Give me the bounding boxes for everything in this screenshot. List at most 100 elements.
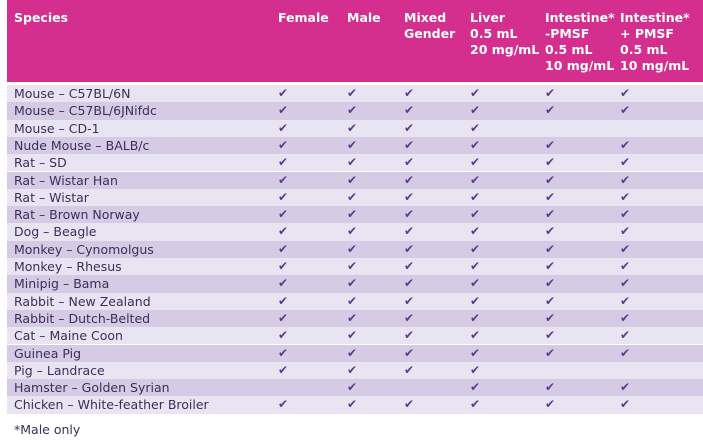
check-mark: ✔ — [545, 276, 556, 291]
check-mark: ✔ — [545, 328, 556, 343]
check-mark: ✔ — [278, 224, 289, 239]
check-mark: ✔ — [278, 345, 289, 360]
species-name: Monkey – Rhesus — [14, 259, 122, 274]
check-mark: ✔ — [278, 241, 289, 256]
check-mark: ✔ — [545, 293, 556, 308]
table-header — [7, 0, 703, 82]
species-name: Mouse – C57BL/6N — [14, 86, 131, 101]
check-mark: ✔ — [545, 86, 556, 100]
check-mark: ✔ — [278, 397, 289, 412]
species-name: Rat – Brown Norway — [14, 207, 140, 223]
header-cell: Female — [278, 10, 329, 26]
check-mark: ✔ — [347, 362, 358, 377]
check-mark: ✔ — [470, 259, 481, 273]
check-mark: ✔ — [347, 172, 358, 187]
header-line: 10 mg/mL — [545, 58, 615, 73]
check-mark: ✔ — [347, 207, 358, 222]
table-row: Rat – Brown Norway ✔ ✔ ✔ ✔ ✔ ✔ — [7, 206, 703, 224]
check-mark: ✔ — [278, 155, 289, 170]
check-mark: ✔ — [545, 137, 556, 152]
check-mark: ✔ — [404, 362, 415, 377]
check-mark: ✔ — [620, 86, 631, 100]
header-line: Intestine* — [620, 10, 690, 25]
check-mark: ✔ — [545, 207, 556, 222]
species-name: Mouse – C57BL/6JNifdc — [14, 103, 157, 119]
table-row: Rat – Wistar ✔ ✔ ✔ ✔ ✔ ✔ — [7, 188, 703, 207]
check-mark: ✔ — [404, 155, 415, 170]
check-mark: ✔ — [545, 310, 556, 325]
check-mark: ✔ — [347, 259, 358, 273]
check-mark: ✔ — [404, 293, 415, 308]
header-line: 0.5 mL — [545, 42, 593, 57]
check-mark: ✔ — [545, 397, 556, 412]
check-mark: ✔ — [347, 120, 358, 135]
check-mark: ✔ — [278, 172, 289, 187]
header-line: Female — [278, 10, 329, 25]
check-mark: ✔ — [620, 259, 631, 273]
table-row: Monkey – Rhesus ✔ ✔ ✔ ✔ ✔ ✔ — [7, 258, 703, 276]
check-mark: ✔ — [404, 345, 415, 360]
header-line: Gender — [404, 26, 456, 41]
check-mark: ✔ — [404, 259, 415, 273]
check-mark: ✔ — [404, 328, 415, 343]
header-cell: Species — [14, 10, 68, 26]
check-mark: ✔ — [470, 172, 481, 187]
header-line: Liver — [470, 10, 506, 25]
header-line: Male — [347, 10, 381, 25]
check-mark: ✔ — [404, 241, 415, 256]
table-row: Rat – Wistar Han ✔ ✔ ✔ ✔ ✔ ✔ — [7, 171, 703, 189]
check-mark: ✔ — [470, 380, 481, 395]
check-mark: ✔ — [347, 155, 358, 170]
check-mark: ✔ — [545, 345, 556, 360]
check-mark: ✔ — [620, 380, 631, 395]
species-name: Mouse – CD-1 — [14, 120, 100, 136]
check-mark: ✔ — [278, 189, 289, 204]
header-line: 0.5 mL — [470, 26, 518, 41]
check-mark: ✔ — [545, 155, 556, 170]
check-mark: ✔ — [470, 276, 481, 291]
check-mark: ✔ — [470, 120, 481, 135]
check-mark: ✔ — [278, 259, 289, 273]
check-mark: ✔ — [404, 172, 415, 187]
check-mark: ✔ — [620, 137, 631, 152]
check-mark: ✔ — [620, 224, 631, 239]
check-mark: ✔ — [347, 241, 358, 256]
species-name: Rat – SD — [14, 155, 67, 171]
check-mark: ✔ — [278, 120, 289, 135]
check-mark: ✔ — [278, 103, 289, 118]
check-mark: ✔ — [470, 397, 481, 412]
species-name: Rat – Wistar Han — [14, 172, 118, 188]
check-mark: ✔ — [404, 137, 415, 152]
species-name: Monkey – Cynomolgus — [14, 241, 154, 257]
check-mark: ✔ — [470, 155, 481, 170]
table-row: Rabbit – New Zealand ✔ ✔ ✔ ✔ ✔ ✔ — [7, 292, 703, 310]
check-mark: ✔ — [347, 103, 358, 118]
species-name: Nude Mouse – BALB/c — [14, 137, 150, 153]
check-mark: ✔ — [347, 380, 358, 395]
check-mark: ✔ — [404, 103, 415, 118]
check-mark: ✔ — [347, 345, 358, 360]
header-line: -PMSF — [545, 26, 590, 41]
header-line: Species — [14, 10, 69, 25]
check-mark: ✔ — [620, 276, 631, 291]
check-mark: ✔ — [470, 137, 481, 152]
header-cell: Intestine* + PMSF 0.5 mL 10 mg/mL — [620, 10, 690, 74]
check-mark: ✔ — [620, 103, 631, 118]
check-mark: ✔ — [470, 310, 481, 325]
check-mark: ✔ — [278, 310, 289, 325]
header-line: 20 mg/mL — [470, 42, 540, 57]
check-mark: ✔ — [470, 328, 481, 343]
check-mark: ✔ — [470, 241, 481, 256]
check-mark: ✔ — [278, 276, 289, 291]
check-mark: ✔ — [545, 172, 556, 187]
check-mark: ✔ — [470, 207, 481, 222]
header-cell: Intestine* -PMSF 0.5 mL 10 mg/mL — [545, 10, 615, 74]
check-mark: ✔ — [404, 397, 415, 412]
check-mark: ✔ — [470, 345, 481, 360]
header-cell: Male — [347, 10, 381, 26]
check-mark: ✔ — [470, 224, 481, 239]
check-mark: ✔ — [620, 397, 631, 412]
header-cell: Liver 0.5 mL 20 mg/mL — [470, 10, 539, 58]
check-mark: ✔ — [620, 207, 631, 222]
